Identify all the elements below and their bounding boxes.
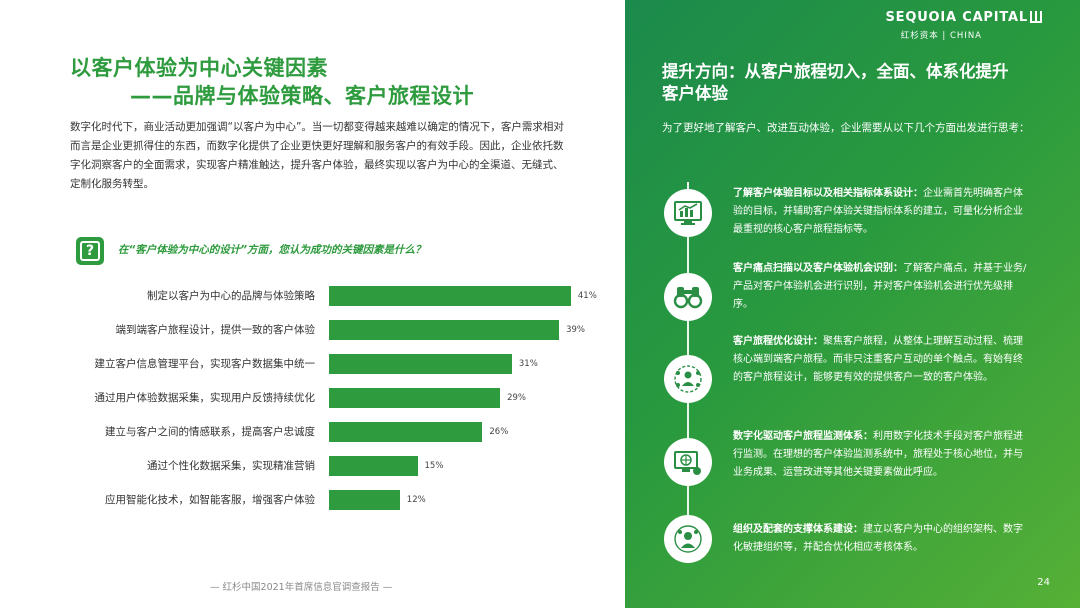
survey-question: 在“客户体验为中心的设计”方面，您认为成功的关键因素是什么？ [118, 244, 426, 256]
network-people-icon [664, 355, 712, 403]
bar [329, 354, 512, 374]
section-intro: 为了更好地了解客户、改进互动体验，企业需要从以下几个方面出发进行思考： [662, 122, 1030, 134]
page-number: 24 [1037, 577, 1050, 588]
sequoia-logo: SEQUOIA CAPITAL [885, 10, 1028, 25]
bar-category-label: 通过个性化数据采集，实现精准营销 [147, 460, 315, 472]
right-panel: SEQUOIA CAPITAL 红杉资本 | CHINA 提升方向：从客户旅程切… [625, 0, 1080, 608]
bar [329, 388, 501, 408]
bar-category-label: 建立客户信息管理平台，实现客户数据集中统一 [94, 358, 316, 370]
bar-row: 建立客户信息管理平台，实现客户数据集中统一 31% [0, 354, 625, 374]
direction-item-2: 客户痛点扫描以及客户体验机会识别：了解客户痛点，并基于业务/产品对客户体验机会进… [733, 263, 1027, 310]
bar-value-label: 15% [424, 461, 444, 471]
bar-category-label: 应用智能化技术，如智能客服，增强客户体验 [105, 494, 315, 506]
bar-value-label: 39% [566, 325, 585, 335]
footer: — 红杉中国2021年首席信息官调查报告 — [210, 582, 393, 593]
direction-item-5: 组织及配套的支撑体系建设：建立以客户为中心的组织架构、数字化敏捷组织等，并配合优… [733, 524, 1023, 553]
bar-row: 应用智能化技术，如智能客服，增强客户体验 12% [0, 490, 625, 510]
bar [329, 490, 400, 510]
bar-value-label: 12% [406, 495, 426, 505]
bar-value-label: 26% [489, 427, 509, 437]
bar-value-label: 41% [577, 291, 597, 301]
bar-value-label: 31% [518, 359, 538, 369]
direction-item-3: 客户旅程优化设计：聚焦客户旅程，从整体上理解互动过程、梳理核心端到端客户旅程。而… [733, 336, 1023, 383]
bar [329, 286, 571, 306]
logo-subtitle: 红杉资本 | CHINA [900, 31, 982, 41]
bar-category-label: 制定以客户为中心的品牌与体验策略 [147, 290, 315, 302]
bar [329, 422, 483, 442]
page-subtitle: ——品牌与体验策略、客户旅程设计 [130, 84, 474, 108]
chart-monitor-icon [664, 189, 712, 237]
logo-mark-icon [1030, 11, 1042, 23]
intro-paragraph: 数字化时代下，商业活动更加强调“以客户为中心”。当一切都变得越来越难以确定的情况… [70, 121, 564, 190]
direction-item-4: 数字化驱动客户旅程监测体系：利用数字化技术手段对客户旅程进行监测。在理想的客户体… [733, 431, 1023, 478]
bar-row: 建立与客户之间的情感联系，提高客户忠诚度 26% [0, 422, 625, 442]
organization-icon [664, 515, 712, 563]
globe-monitor-icon [664, 438, 712, 486]
bar-row: 通过用户体验数据采集，实现用户反馈持续优化 29% [0, 388, 625, 408]
bar-row: 通过个性化数据采集，实现精准营销 15% [0, 456, 625, 476]
bar-row: 制定以客户为中心的品牌与体验策略 41% [0, 286, 625, 306]
binoculars-icon [664, 273, 712, 321]
left-panel: 以客户体验为中心关键因素 ——品牌与体验策略、客户旅程设计 数字化时代下，商业活… [0, 56, 625, 593]
question-icon: ? [76, 237, 104, 265]
direction-item-1: 了解客户体验目标以及相关指标体系设计：企业需首先明确客户体验的目标，并辅助客户体… [733, 188, 1023, 235]
bar-chart: 制定以客户为中心的品牌与体验策略 41% 端到端客户旅程设计，提供一致的客户体验 39… [0, 283, 625, 523]
bar-category-label: 建立与客户之间的情感联系，提高客户忠诚度 [105, 426, 315, 438]
bar-category-label: 通过用户体验数据采集，实现用户反馈持续优化 [94, 392, 316, 404]
bar-row: 端到端客户旅程设计，提供一致的客户体验 39% [0, 320, 625, 340]
bar-value-label: 29% [507, 393, 526, 403]
bar-category-label: 端到端客户旅程设计，提供一致的客户体验 [115, 324, 316, 336]
page-title: 以客户体验为中心关键因素 [70, 56, 328, 80]
section-title: 提升方向：从客户旅程切入，全面、体系化提升客户体验 [662, 62, 1009, 103]
bar [329, 456, 418, 476]
bar [329, 320, 560, 340]
